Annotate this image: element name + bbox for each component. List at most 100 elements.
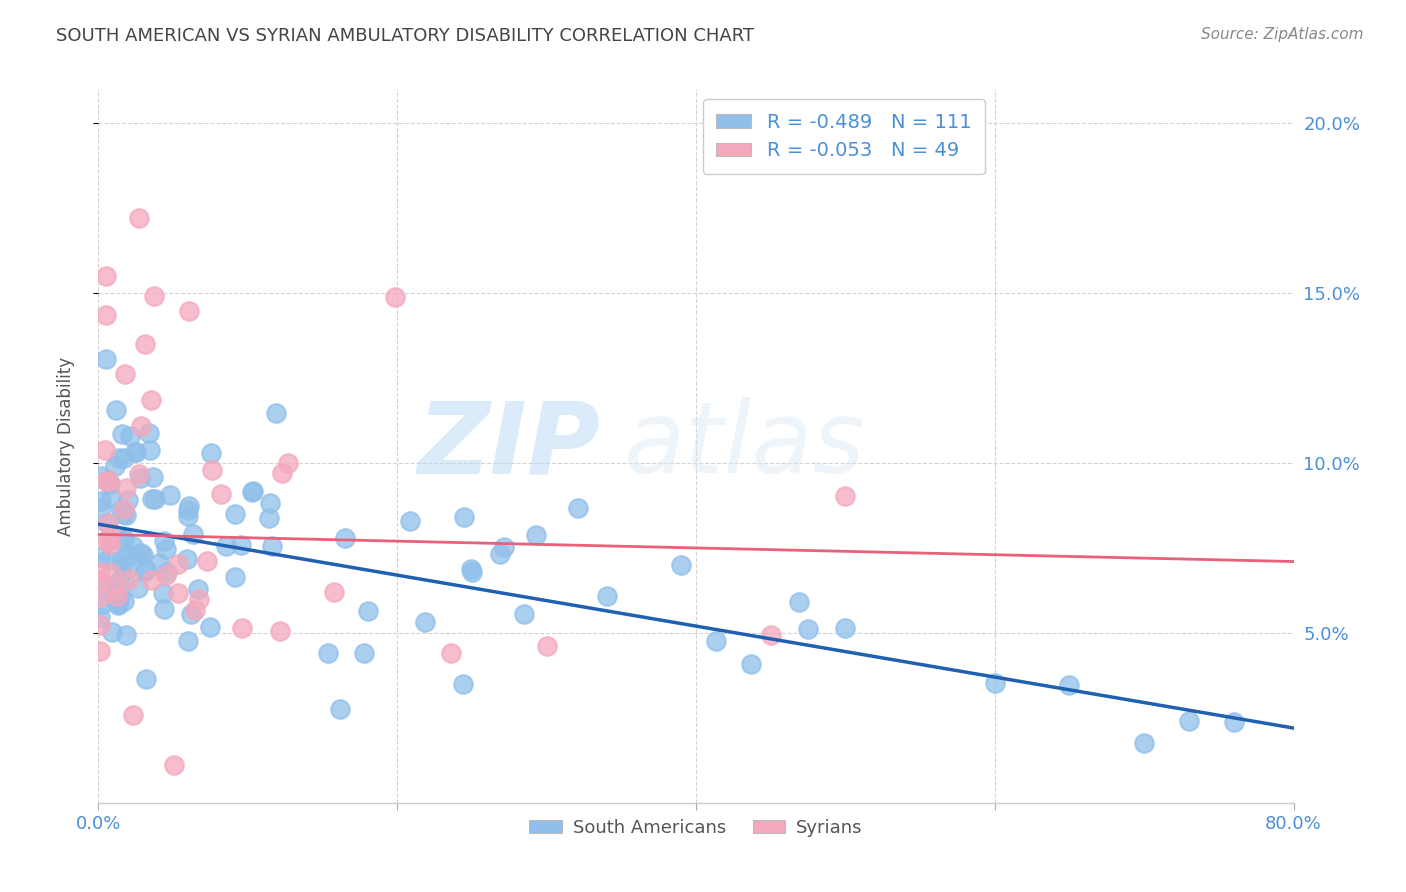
Point: [184, 603, 207, 617]
Point: [984, 676, 1007, 690]
Point: [141, 574, 163, 588]
Point: [357, 604, 380, 618]
Point: [115, 627, 138, 641]
Point: [90, 469, 112, 483]
Point: [111, 426, 134, 441]
Point: [461, 565, 484, 579]
Point: [105, 589, 128, 603]
Point: [104, 585, 127, 599]
Point: [240, 485, 263, 500]
Point: [179, 499, 201, 513]
Point: [94, 474, 117, 488]
Point: [139, 393, 162, 408]
Point: [155, 541, 177, 556]
Point: [90, 500, 112, 515]
Point: [567, 500, 589, 515]
Point: [333, 531, 356, 545]
Point: [89, 610, 111, 624]
Point: [224, 507, 246, 521]
Point: [271, 467, 294, 481]
Point: [163, 758, 186, 772]
Point: [384, 290, 406, 304]
Point: [104, 403, 127, 417]
Point: [1178, 714, 1201, 728]
Point: [399, 514, 422, 528]
Point: [89, 644, 111, 658]
Point: [125, 444, 148, 458]
Point: [93, 578, 115, 592]
Point: [316, 646, 339, 660]
Point: [110, 503, 132, 517]
Point: [1059, 677, 1081, 691]
Point: [100, 566, 122, 580]
Point: [104, 579, 127, 593]
Legend: South Americans, Syrians: South Americans, Syrians: [522, 812, 870, 844]
Point: [489, 547, 512, 561]
Point: [89, 618, 111, 632]
Point: [242, 483, 264, 498]
Point: [260, 539, 283, 553]
Point: [834, 489, 856, 503]
Point: [101, 625, 124, 640]
Point: [181, 527, 204, 541]
Point: [135, 672, 157, 686]
Text: Source: ZipAtlas.com: Source: ZipAtlas.com: [1201, 27, 1364, 42]
Point: [451, 677, 474, 691]
Point: [323, 584, 346, 599]
Point: [152, 586, 174, 600]
Point: [787, 595, 810, 609]
Point: [114, 368, 136, 382]
Point: [105, 594, 128, 608]
Point: [139, 443, 162, 458]
Point: [142, 470, 165, 484]
Point: [110, 552, 132, 566]
Point: [125, 548, 148, 562]
Point: [108, 574, 131, 589]
Point: [143, 492, 166, 507]
Point: [89, 573, 111, 587]
Point: [96, 308, 118, 322]
Point: [112, 593, 135, 607]
Point: [269, 624, 291, 638]
Point: [257, 511, 280, 525]
Point: [353, 646, 375, 660]
Point: [200, 620, 222, 634]
Point: [108, 589, 131, 603]
Point: [128, 471, 150, 485]
Point: [153, 602, 176, 616]
Point: [440, 646, 463, 660]
Point: [177, 509, 200, 524]
Point: [107, 597, 129, 611]
Point: [112, 450, 135, 465]
Point: [177, 502, 200, 516]
Point: [176, 552, 198, 566]
Point: [124, 444, 146, 458]
Text: ZIP: ZIP: [418, 398, 600, 494]
Point: [187, 582, 209, 596]
Point: [108, 451, 131, 466]
Point: [134, 337, 156, 351]
Point: [100, 533, 122, 548]
Point: [669, 558, 692, 573]
Point: [148, 556, 170, 570]
Point: [156, 565, 179, 579]
Point: [129, 418, 152, 433]
Point: [115, 481, 138, 495]
Point: [134, 564, 156, 578]
Point: [107, 598, 129, 612]
Point: [177, 634, 200, 648]
Point: [121, 708, 143, 723]
Point: [97, 474, 120, 488]
Point: [89, 549, 111, 564]
Point: [224, 570, 246, 584]
Point: [1133, 736, 1156, 750]
Point: [277, 456, 299, 470]
Y-axis label: Ambulatory Disability: Ambulatory Disability: [56, 357, 75, 535]
Point: [129, 546, 152, 560]
Point: [94, 352, 117, 367]
Point: [453, 509, 475, 524]
Point: [266, 406, 288, 420]
Point: [104, 459, 127, 474]
Point: [209, 487, 232, 501]
Point: [229, 538, 252, 552]
